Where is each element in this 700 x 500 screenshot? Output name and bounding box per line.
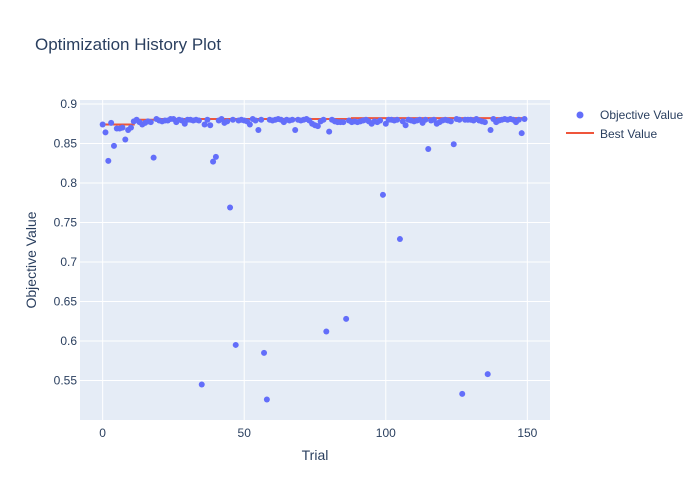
y-tick-label: 0.6 — [60, 334, 77, 348]
y-tick-label: 0.9 — [60, 97, 77, 111]
objective-value-point[interactable] — [320, 116, 327, 123]
objective-value-point[interactable] — [379, 191, 386, 198]
objective-value-point[interactable] — [402, 122, 409, 129]
objective-value-point[interactable] — [521, 115, 528, 122]
objective-value-point[interactable] — [147, 119, 154, 126]
legend-label-best-value[interactable]: Best Value — [600, 127, 657, 141]
objective-value-point[interactable] — [227, 204, 234, 211]
objective-value-point[interactable] — [204, 116, 211, 123]
objective-value-point[interactable] — [210, 158, 217, 165]
chart-title: Optimization History Plot — [35, 35, 221, 54]
objective-value-points — [99, 115, 528, 403]
y-tick-label: 0.8 — [60, 176, 77, 190]
x-axis-title: Trial — [302, 447, 329, 463]
objective-value-point[interactable] — [108, 119, 115, 126]
objective-value-point[interactable] — [102, 129, 109, 136]
objective-value-point[interactable] — [377, 117, 384, 124]
objective-value-point[interactable] — [481, 119, 488, 126]
x-axis-ticks: 0 50 100 150 — [99, 426, 537, 440]
x-tick-label: 150 — [517, 426, 537, 440]
objective-value-point[interactable] — [289, 116, 296, 123]
objective-value-point[interactable] — [150, 154, 157, 161]
objective-value-point[interactable] — [99, 121, 106, 128]
y-tick-label: 0.55 — [54, 373, 78, 387]
objective-value-point[interactable] — [394, 116, 401, 123]
objective-value-point[interactable] — [314, 123, 321, 130]
objective-value-point[interactable] — [232, 341, 239, 348]
objective-value-point[interactable] — [487, 127, 494, 134]
objective-value-point[interactable] — [195, 117, 202, 124]
y-axis-ticks: 0.55 0.6 0.65 0.7 0.75 0.8 0.85 0.9 — [54, 97, 78, 388]
objective-value-point[interactable] — [119, 124, 126, 131]
objective-value-point[interactable] — [110, 142, 117, 149]
objective-value-point[interactable] — [343, 315, 350, 322]
objective-value-point[interactable] — [258, 116, 265, 123]
x-tick-label: 50 — [238, 426, 252, 440]
objective-value-point[interactable] — [456, 116, 463, 123]
objective-value-point[interactable] — [326, 128, 333, 135]
objective-value-point[interactable] — [229, 116, 236, 123]
objective-value-point[interactable] — [198, 381, 205, 388]
objective-value-point[interactable] — [447, 118, 454, 125]
objective-value-point[interactable] — [450, 141, 457, 148]
objective-value-point[interactable] — [212, 153, 219, 160]
x-tick-label: 100 — [376, 426, 396, 440]
objective-value-point[interactable] — [207, 122, 214, 129]
objective-value-point[interactable] — [127, 124, 134, 131]
objective-value-point[interactable] — [422, 116, 429, 123]
objective-value-point[interactable] — [484, 371, 491, 378]
objective-value-point[interactable] — [459, 390, 466, 397]
objective-value-point[interactable] — [518, 130, 525, 137]
objective-value-point[interactable] — [252, 117, 259, 124]
x-tick-label: 0 — [99, 426, 106, 440]
objective-value-point[interactable] — [246, 121, 253, 128]
objective-value-point[interactable] — [425, 145, 432, 152]
objective-value-point[interactable] — [323, 328, 330, 335]
objective-value-point[interactable] — [122, 136, 129, 143]
legend-marker-objective-value[interactable] — [576, 111, 584, 119]
objective-value-point[interactable] — [201, 121, 208, 128]
y-tick-label: 0.85 — [54, 136, 78, 150]
grid-lines — [80, 100, 550, 420]
y-tick-label: 0.75 — [54, 215, 78, 229]
objective-value-point[interactable] — [261, 349, 268, 356]
legend: Objective Value Best Value — [566, 108, 683, 141]
objective-value-point[interactable] — [263, 396, 270, 403]
y-tick-label: 0.7 — [60, 255, 77, 269]
objective-value-point[interactable] — [105, 157, 112, 164]
y-axis-title: Objective Value — [23, 211, 39, 308]
plot-background — [80, 100, 550, 420]
objective-value-point[interactable] — [255, 127, 262, 134]
objective-value-point[interactable] — [340, 119, 347, 126]
objective-value-point[interactable] — [292, 127, 299, 134]
legend-label-objective-value[interactable]: Objective Value — [600, 108, 683, 122]
objective-value-point[interactable] — [224, 118, 231, 125]
y-tick-label: 0.65 — [54, 294, 78, 308]
objective-value-point[interactable] — [515, 116, 522, 123]
objective-value-point[interactable] — [396, 236, 403, 243]
